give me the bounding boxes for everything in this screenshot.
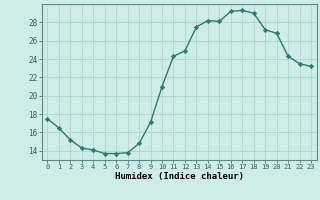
X-axis label: Humidex (Indice chaleur): Humidex (Indice chaleur) xyxy=(115,172,244,181)
